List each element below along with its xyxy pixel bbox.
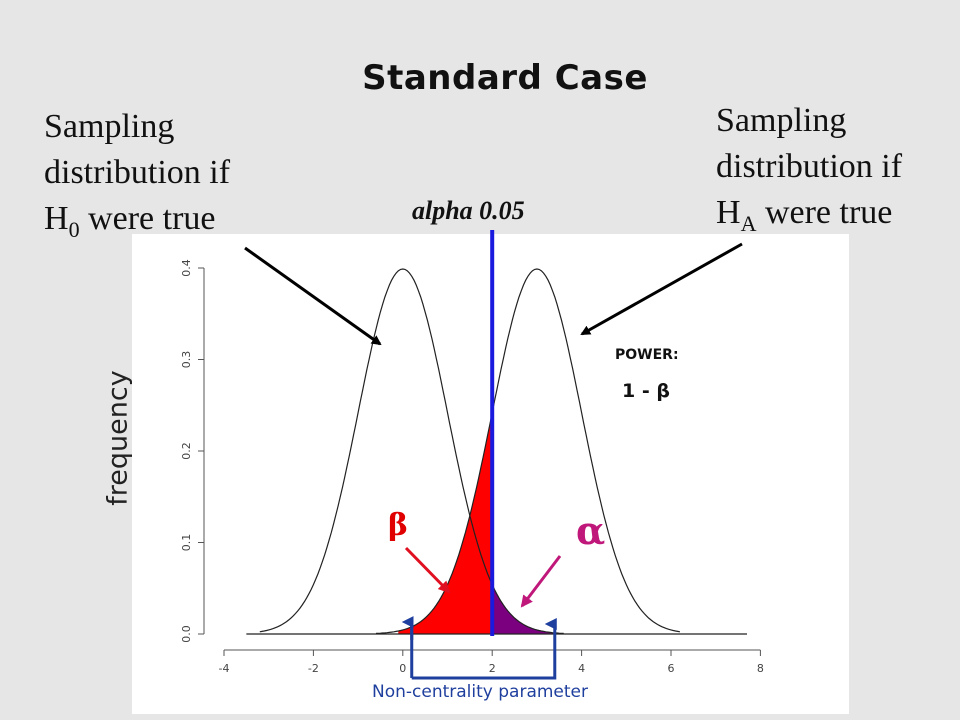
alpha-level-label: alpha 0.05 bbox=[412, 196, 525, 225]
beta-arrow bbox=[404, 546, 451, 594]
alpha-arrow bbox=[520, 555, 562, 608]
ha-callout-subscript: A bbox=[740, 211, 757, 236]
power-title: POWER: bbox=[615, 347, 679, 363]
y-axis-label: frequency bbox=[102, 370, 134, 506]
h0-callout-subscript: 0 bbox=[68, 217, 80, 242]
h0-distribution-curve bbox=[259, 268, 564, 634]
x-tick-label: -2 bbox=[308, 662, 319, 675]
power-formula: 1 - β bbox=[622, 380, 670, 402]
y-tick-label: 0.1 bbox=[180, 534, 193, 552]
h0-callout-arrow bbox=[244, 246, 382, 346]
h0-callout-line2: distribution if bbox=[44, 154, 231, 191]
y-tick-label: 0.2 bbox=[180, 442, 193, 460]
x-tick-label: 2 bbox=[489, 662, 496, 675]
slide-title: Standard Case bbox=[362, 58, 648, 98]
ha-callout-line3: HA were true bbox=[716, 190, 902, 247]
h0-callout-line1: Sampling bbox=[44, 108, 175, 145]
ha-callout-suffix: were true bbox=[756, 194, 893, 231]
x-tick-label: 8 bbox=[757, 662, 764, 675]
alpha-region bbox=[492, 584, 564, 634]
x-tick-label: 4 bbox=[578, 662, 585, 675]
non-centrality-parameter-label: Non-centrality parameter bbox=[372, 682, 589, 702]
ha-callout-arrow bbox=[580, 242, 743, 336]
y-tick-label: 0.0 bbox=[180, 625, 193, 643]
y-tick-label: 0.4 bbox=[180, 259, 193, 277]
ha-callout-line2: distribution if bbox=[716, 148, 903, 185]
ha-distribution-curve bbox=[375, 268, 681, 634]
alpha-symbol: α bbox=[576, 508, 606, 553]
x-tick-label: -4 bbox=[219, 662, 230, 675]
beta-symbol: β bbox=[388, 508, 408, 543]
y-axis-ticks: 0.0 0.1 0.2 0.3 0.4 bbox=[180, 259, 204, 643]
h0-callout-prefix: H bbox=[44, 200, 69, 237]
x-axis-ticks: -4 -2 0 2 4 6 8 bbox=[219, 650, 764, 675]
h0-distribution-callout: Sampling distribution if H0 were true bbox=[44, 104, 230, 253]
beta-region bbox=[398, 412, 493, 634]
h0-callout-line3: H0 were true bbox=[44, 196, 230, 253]
x-tick-label: 6 bbox=[668, 662, 675, 675]
ha-distribution-callout: Sampling distribution if HA were true bbox=[716, 98, 902, 247]
x-tick-label: 0 bbox=[399, 662, 406, 675]
y-tick-label: 0.3 bbox=[180, 351, 193, 369]
ha-callout-line1: Sampling bbox=[716, 102, 847, 139]
ha-callout-prefix: H bbox=[716, 194, 741, 231]
h0-callout-suffix: were true bbox=[79, 200, 216, 237]
